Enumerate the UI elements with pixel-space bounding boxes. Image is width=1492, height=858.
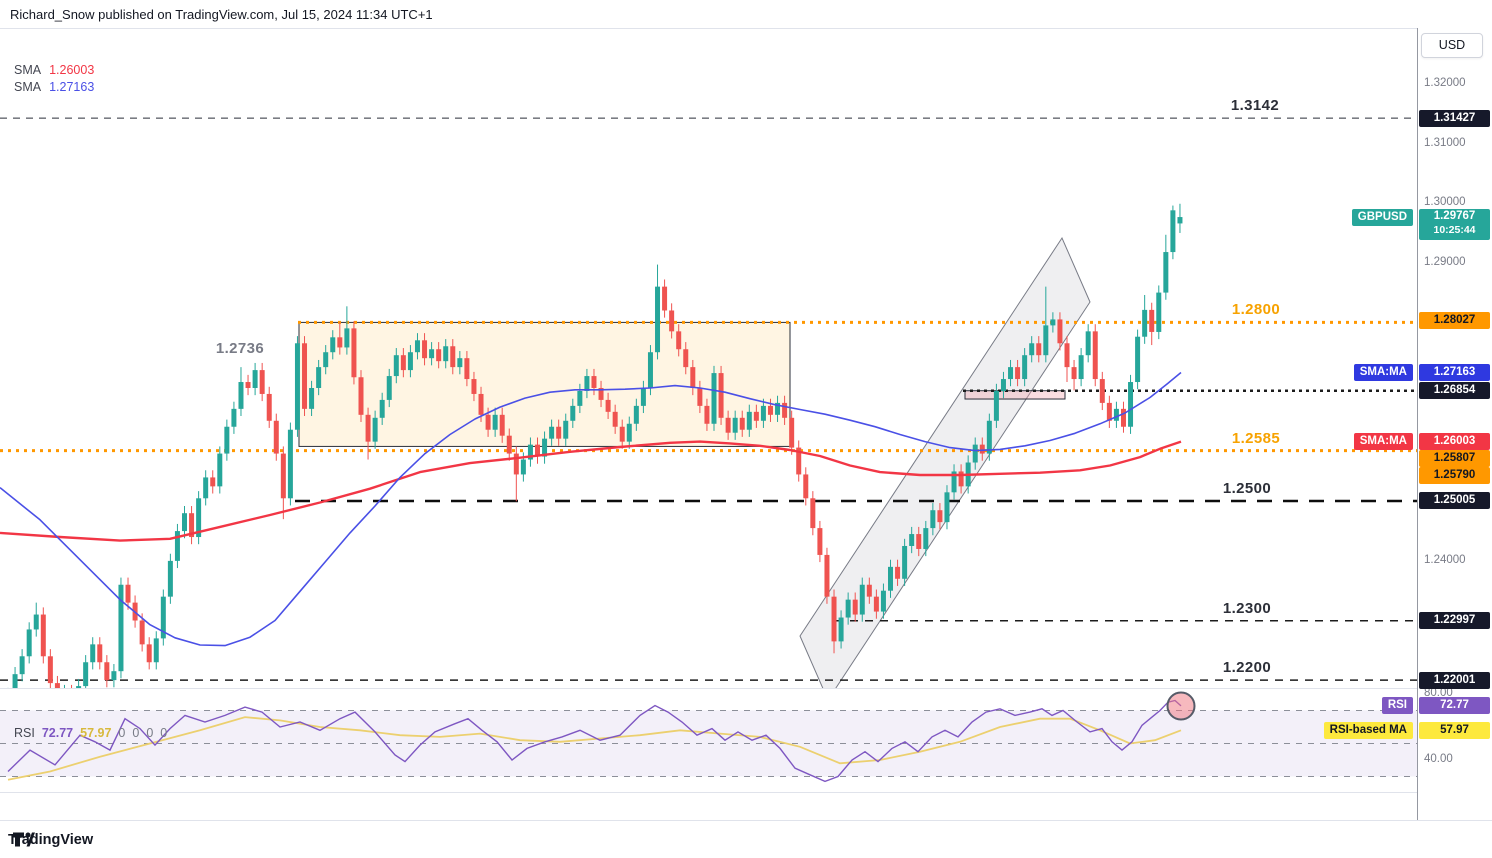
price-axis-badge: 1.25790 <box>1419 466 1490 484</box>
rsi-legend-value: 57.97 <box>80 726 112 740</box>
price-axis-badge: 1.26854 <box>1419 382 1490 400</box>
axis-tick-label: 1.31000 <box>1424 136 1466 149</box>
sma-fast-legend-row[interactable]: SMA 1.27163 <box>14 79 94 96</box>
price-axis[interactable]: USD 1.32000 1.31000 1.30000 1.29000 1.24000 8… <box>1417 28 1492 820</box>
price-axis-border <box>1417 28 1418 820</box>
series-name-badge: RSI <box>1381 697 1413 715</box>
price-axis-badge: 1.27163 <box>1419 363 1490 381</box>
level-annotation: 1.2800 <box>1231 301 1281 319</box>
price-axis-badge: 1.22997 <box>1419 612 1490 630</box>
price-axis-badge: 57.97 <box>1419 721 1490 739</box>
axis-tick-label: 80.00 <box>1424 686 1453 699</box>
rsi-legend-value: 0 <box>118 726 126 740</box>
rsi-pane-layers <box>0 691 1417 783</box>
axis-tick-label: 1.32000 <box>1424 76 1466 89</box>
sma-fast-value: 1.27163 <box>49 80 95 94</box>
ascending-channel-drawing <box>799 236 1091 688</box>
sma-slow-line <box>0 440 1182 542</box>
candles-layer <box>7 203 1183 688</box>
sma-slow-label: SMA <box>14 63 42 77</box>
published-caption: Richard_Snow published on TradingView.co… <box>10 6 433 22</box>
price-axis-badge: 1.31427 <box>1419 109 1490 127</box>
rsi-label: RSI <box>14 726 35 740</box>
rsi-legend-value: 0 <box>132 726 140 740</box>
price-axis-badge: 1.25005 <box>1419 492 1490 510</box>
time-axis-separator <box>0 792 1417 793</box>
price-axis-badge: 72.77 <box>1419 697 1490 715</box>
price-axis-badge: 1.22001 <box>1419 671 1490 689</box>
sma-slow-value: 1.26003 <box>49 63 95 77</box>
pane-separator[interactable] <box>0 688 1417 689</box>
rsi-legend-value: 0 <box>146 726 154 740</box>
sma-fast-label: SMA <box>14 80 42 94</box>
level-annotation: 1.2736 <box>215 339 265 357</box>
series-name-badge: RSI-based MA <box>1323 721 1413 739</box>
rsi-legend-value: 0 <box>160 726 168 740</box>
axis-tick-label: 1.30000 <box>1424 196 1466 209</box>
rsi-legend[interactable]: RSI 72.77 57.97 0 0 0 0 <box>14 726 181 740</box>
currency-selector-button[interactable]: USD <box>1421 33 1483 58</box>
price-chart-canvas[interactable] <box>0 28 1417 688</box>
chart-area[interactable]: SMA 1.26003 SMA 1.27163 RSI 72.77 57.97 0 0 0 0 … <box>0 28 1492 848</box>
series-name-badge: SMA:MA <box>1353 432 1413 450</box>
level-annotation: 1.2500 <box>1222 479 1272 497</box>
level-annotation: 1.3142 <box>1230 97 1280 115</box>
price-axis-badge: 1.25807 <box>1419 449 1490 467</box>
rsi-chart-canvas[interactable] <box>0 688 1417 792</box>
series-name-badge: GBPUSD <box>1351 208 1413 226</box>
sma-fast-line <box>0 371 1182 647</box>
sma-legend: SMA 1.26003 SMA 1.27163 <box>14 62 94 96</box>
countdown-timer: 10:25:44 <box>1433 224 1476 237</box>
rsi-ma-line <box>7 716 1182 781</box>
footer: TradingView <box>0 820 1492 858</box>
rsi-highlight-circle <box>1166 691 1196 721</box>
price-axis-badge: 1.26003 <box>1419 432 1490 450</box>
rsi-line <box>7 699 1182 783</box>
price-pane-layers <box>0 117 1417 688</box>
tradingview-logo-icon[interactable] <box>13 832 35 847</box>
level-annotation: 1.2200 <box>1222 659 1272 677</box>
rsi-legend-value: 72.77 <box>41 726 74 740</box>
axis-tick-label: 40.00 <box>1424 752 1453 765</box>
axis-tick-label: 1.24000 <box>1424 553 1466 566</box>
level-annotation: 1.2300 <box>1222 599 1272 617</box>
sma-slow-legend-row[interactable]: SMA 1.26003 <box>14 62 94 79</box>
level-annotation: 1.2585 <box>1231 429 1281 447</box>
series-name-badge: SMA:MA <box>1353 363 1413 381</box>
price-axis-badge: 1.29767 10:25:44 <box>1419 209 1490 241</box>
axis-tick-label: 1.29000 <box>1424 255 1466 268</box>
price-axis-badge: 1.28027 <box>1419 312 1490 330</box>
published-header: Richard_Snow published on TradingView.co… <box>0 0 1492 29</box>
